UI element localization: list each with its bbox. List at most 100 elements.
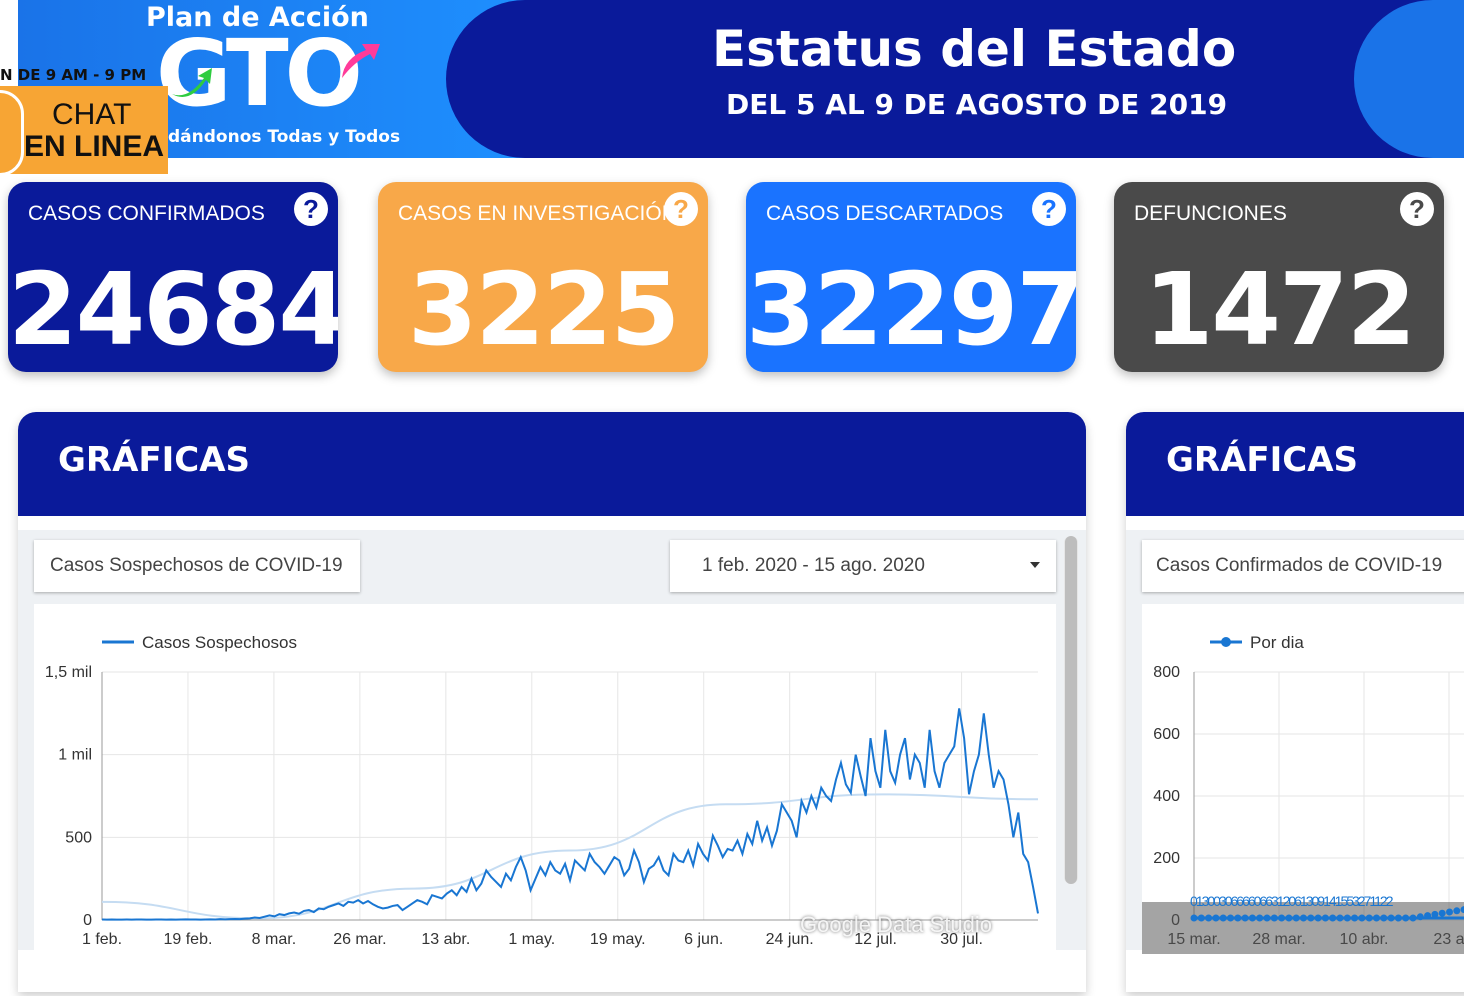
chart-area: 020040060080015 mar.28 mar.10 abr.23 a01… (1142, 604, 1464, 954)
y-tick-label: 1,5 mil (45, 664, 92, 681)
data-point (1343, 914, 1351, 922)
x-tick-label: 1 may. (508, 931, 555, 948)
data-point (1365, 914, 1373, 922)
y-tick-label: 0 (83, 912, 92, 929)
data-point (1351, 914, 1359, 922)
card-value: 3225 (407, 251, 680, 368)
data-point (1219, 914, 1227, 922)
help-icon[interactable]: ? (1032, 192, 1066, 226)
data-point (1321, 914, 1329, 922)
green-arrow-icon (172, 68, 212, 97)
date-range-value: 1 feb. 2020 - 15 ago. 2020 (702, 555, 925, 576)
data-point (1329, 914, 1337, 922)
graphs-panel-1: GRÁFICAS Casos Sospechosos de COVID-19 1… (18, 412, 1086, 992)
card-label: CASOS EN INVESTIGACIÓN (398, 202, 677, 225)
graphs-panel-2: GRÁFICAS Casos Confirmados de COVID-19 0… (1126, 412, 1464, 992)
data-point (1270, 914, 1278, 922)
watermark-band (1142, 902, 1464, 954)
card-label: CASOS DESCARTADOS (766, 202, 1004, 225)
data-point (1409, 914, 1417, 922)
data-labels: 01300306666066312061309141553271122 (1190, 893, 1394, 909)
card-value: 1472 (1143, 251, 1416, 368)
x-tick-label: 12 jul. (854, 931, 897, 948)
logo-subtitle: dándonos Todas y Todos (168, 127, 401, 147)
pink-arrow-icon (342, 44, 380, 78)
chart-title-box: Casos Sospechosos de COVID-19 (34, 540, 360, 592)
x-tick-label: 6 jun. (684, 931, 723, 948)
data-point (1285, 914, 1293, 922)
data-studio-embed: Casos Sospechosos de COVID-19 1 feb. 202… (18, 530, 1086, 954)
data-point (1234, 914, 1242, 922)
data-point (1416, 913, 1424, 921)
chat-button[interactable]: CHAT EN LINEA (0, 86, 168, 176)
data-point (1248, 914, 1256, 922)
card-label: CASOS CONFIRMADOS (28, 202, 265, 225)
chat-hours: N DE 9 AM - 9 PM (0, 66, 147, 84)
data-point (1314, 914, 1322, 922)
x-tick-label: 1 feb. (82, 931, 122, 948)
data-point (1380, 914, 1388, 922)
card-deaths: DEFUNCIONES ? 1472 (1114, 182, 1444, 372)
watermark: Google Data Studio (800, 912, 993, 937)
data-point (1190, 914, 1198, 922)
x-tick-label: 19 feb. (163, 931, 212, 948)
x-tick-label: 19 may. (590, 931, 646, 948)
page-subtitle: DEL 5 AL 9 DE AGOSTO DE 2019 (726, 88, 1228, 121)
data-point (1241, 914, 1249, 922)
x-tick-label: 13 abr. (421, 931, 470, 948)
x-tick-label: 30 jul. (940, 931, 983, 948)
card-discarded: CASOS DESCARTADOS ? 32297 (746, 182, 1076, 372)
title-banner: Estatus del Estado DEL 5 AL 9 DE AGOSTO … (446, 0, 1464, 158)
chat-icon (0, 90, 24, 176)
chart-title-box: Casos Confirmados de COVID-19 (1142, 540, 1464, 592)
data-point (1387, 914, 1395, 922)
card-investigation: CASOS EN INVESTIGACIÓN ? 3225 (378, 182, 708, 372)
data-point (1453, 907, 1461, 915)
x-tick-label: 24 jun. (766, 931, 814, 948)
date-range-picker[interactable]: 1 feb. 2020 - 15 ago. 2020 (670, 540, 1056, 592)
scrollbar-thumb[interactable] (1065, 536, 1077, 884)
scrollbar[interactable] (1064, 536, 1078, 884)
data-point (1212, 914, 1220, 922)
card-confirmed: CASOS CONFIRMADOS ? 24684 (8, 182, 338, 372)
card-value: 24684 (8, 251, 338, 368)
data-point (1227, 914, 1234, 922)
data-point (1263, 914, 1271, 922)
legend-marker (1221, 637, 1231, 647)
data-point (1278, 914, 1286, 922)
y-tick-label: 1 mil (58, 747, 92, 764)
data-point (1256, 914, 1264, 922)
chart-title: Casos Sospechosos de COVID-19 (50, 555, 343, 576)
trend-line (101, 793, 1039, 920)
data-point (1300, 914, 1307, 922)
y-tick-label: 800 (1153, 664, 1180, 681)
data-point (1336, 914, 1344, 922)
y-tick-label: 600 (1153, 726, 1180, 743)
panel-header: GRÁFICAS (18, 412, 1086, 516)
panel-title: GRÁFICAS (1166, 440, 1359, 480)
x-tick-label: 26 mar. (333, 931, 386, 948)
legend-label: Por dia (1250, 633, 1304, 652)
help-icon[interactable]: ? (1400, 192, 1434, 226)
help-icon[interactable]: ? (664, 192, 698, 226)
logo-mark: GTO (156, 20, 363, 127)
data-point (1438, 909, 1446, 917)
y-tick-label: 200 (1153, 850, 1180, 867)
header: Plan de Acción GTO dándonos Todas y Todo… (0, 0, 1464, 176)
chevron-down-icon (1030, 562, 1040, 568)
data-point (1292, 914, 1300, 922)
chat-label-1: CHAT (52, 98, 132, 131)
series-line (101, 708, 1039, 921)
panel-header: GRÁFICAS (1126, 412, 1464, 516)
y-tick-label: 500 (65, 829, 92, 846)
data-point (1446, 908, 1453, 916)
panel-title: GRÁFICAS (58, 440, 251, 480)
data-point (1394, 914, 1402, 922)
data-point (1358, 914, 1366, 922)
logo-title: Plan de Acción (146, 2, 369, 33)
help-icon[interactable]: ? (294, 192, 328, 226)
data-point (1402, 914, 1410, 922)
data-point (1431, 910, 1439, 918)
chat-label-2: EN LINEA (24, 130, 165, 163)
data-point (1205, 914, 1213, 922)
